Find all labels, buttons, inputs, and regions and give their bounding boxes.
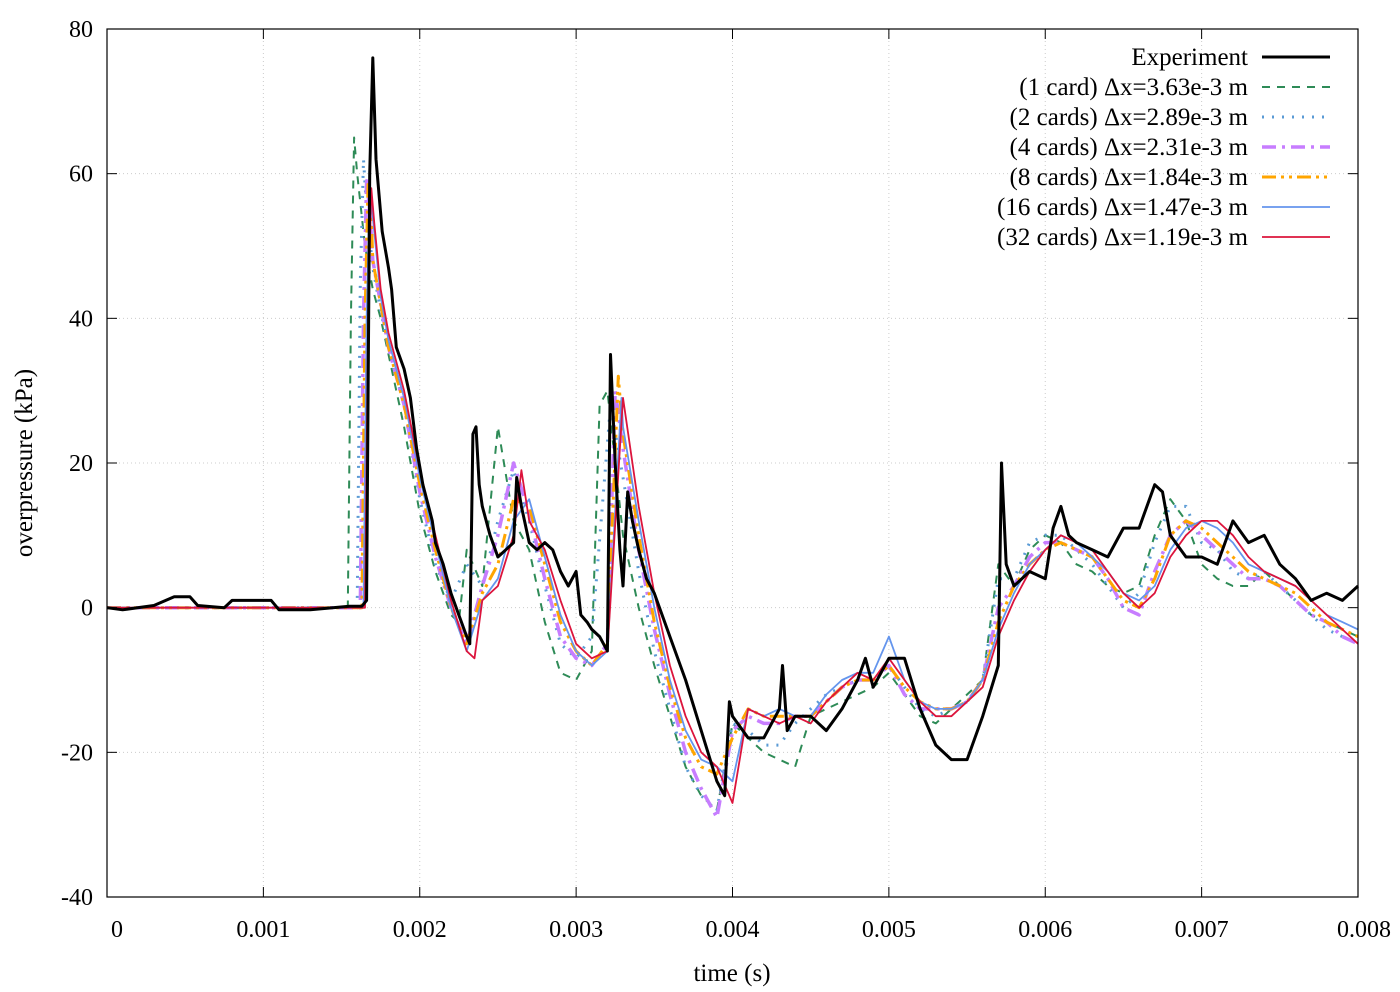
y-tick-label: -20	[61, 740, 93, 766]
series-layer	[106, 56, 1360, 820]
legend-label: (16 cards) Δx=1.47e-3 m	[997, 194, 1248, 221]
legend-label: Experiment	[1131, 44, 1248, 71]
y-tick-label: 60	[69, 162, 93, 188]
y-tick-label: -40	[61, 885, 93, 911]
x-tick-label: 0.006	[1018, 917, 1072, 943]
x-tick-label: 0.001	[236, 917, 290, 943]
x-tick-label: 0.002	[393, 917, 447, 943]
x-tick-label: 0.003	[549, 917, 603, 943]
legend-label: (4 cards) Δx=2.31e-3 m	[1010, 134, 1249, 161]
x-tick-label: 0.008	[1337, 917, 1391, 943]
x-tick-label: 0.005	[862, 917, 916, 943]
axis-ticks: 0 0.001 0.002 0.003 0.004 0.005 0.006 0.007 0.00…	[61, 17, 1391, 943]
y-tick-label: 20	[69, 451, 93, 477]
x-tick-label: 0	[111, 917, 123, 943]
series-line-6	[107, 187, 1359, 804]
y-tick-label: 40	[69, 306, 93, 332]
legend-label: (32 cards) Δx=1.19e-3 m	[997, 224, 1248, 251]
legend-label: (2 cards) Δx=2.89e-3 m	[1010, 104, 1249, 131]
legend-label: (8 cards) Δx=1.84e-3 m	[1010, 164, 1249, 191]
y-tick-label: 80	[69, 17, 93, 43]
series-line-0	[106, 56, 1360, 798]
y-axis-title: overpressure (kPa)	[11, 369, 38, 557]
legend-label: (1 card) Δx=3.63e-3 m	[1019, 74, 1248, 101]
series-line-5	[107, 187, 1359, 783]
x-tick-label: 0.004	[706, 917, 760, 943]
series-line-2	[107, 157, 1359, 812]
legend: Experiment (1 card) Δx=3.63e-3 m (2 cards)…	[997, 44, 1330, 251]
x-tick-label: 0.007	[1175, 917, 1229, 943]
x-axis-title: time (s)	[693, 960, 770, 987]
series-line-1	[107, 136, 1359, 812]
y-tick-label: 0	[81, 596, 93, 622]
